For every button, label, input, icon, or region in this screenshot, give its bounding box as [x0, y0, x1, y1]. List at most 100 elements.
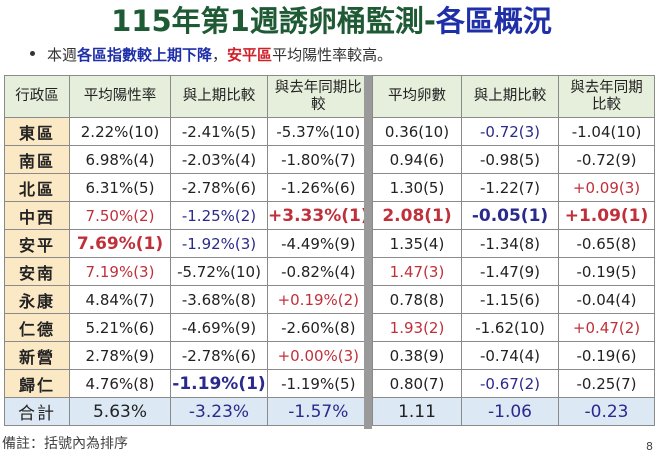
- footnote: 備註：括號內為排序: [2, 436, 128, 452]
- district-cell: 歸仁: [4, 369, 70, 398]
- bullet-highlight-blue: 各區指數較上期下降: [77, 46, 213, 64]
- district-cell: 新營: [4, 341, 70, 370]
- total-year: -1.57%: [267, 397, 370, 426]
- district-cell: 仁德: [4, 313, 70, 342]
- rate-cell: 6.31%(5): [69, 173, 171, 202]
- header-district: 行政區: [4, 75, 70, 118]
- eggs-cell: 0.36(10): [372, 117, 462, 146]
- prev-cell: -1.25%(2): [170, 201, 268, 230]
- district-cell: 中西: [4, 201, 70, 230]
- year-cell: -0.72(9): [558, 145, 655, 174]
- table-header-row: 行政區 平均陽性率 與上期比較 與去年同期比較: [4, 75, 370, 118]
- table-row: 東區 2.22%(10) -2.41%(5) -5.37%(10): [4, 117, 370, 146]
- year-cell: +0.09(3): [558, 173, 655, 202]
- year-cell: -4.49%(9): [267, 229, 370, 258]
- prev-cell: -1.15(6): [461, 285, 559, 314]
- rate-cell: 6.98%(4): [69, 145, 171, 174]
- table-row: 永康 4.84%(7) -3.68%(8) +0.19%(2): [4, 285, 370, 314]
- prev-cell: -0.74(4): [461, 341, 559, 370]
- year-cell: -1.80%(7): [267, 145, 370, 174]
- rate-cell: 7.69%(1): [69, 229, 171, 258]
- table-row: 中西 7.50%(2) -1.25%(2) +3.33%(1): [4, 201, 370, 230]
- year-cell: -0.19(5): [558, 257, 655, 286]
- prev-cell: -1.92%(3): [170, 229, 268, 258]
- total-row: 1.11 -1.06 -0.23: [372, 397, 655, 426]
- rate-cell: 2.78%(9): [69, 341, 171, 370]
- eggs-cell: 0.80(7): [372, 369, 462, 398]
- table-row: 仁德 5.21%(6) -4.69%(9) -2.60%(8): [4, 313, 370, 342]
- total-prev: -3.23%: [170, 397, 268, 426]
- prev-cell: -2.03%(4): [170, 145, 268, 174]
- title-main: 115年第1週誘卵桶監測-: [111, 4, 436, 38]
- prev-cell: -1.22(7): [461, 173, 559, 202]
- district-cell: 永康: [4, 285, 70, 314]
- eggs-cell: 0.38(9): [372, 341, 462, 370]
- total-row: 合計 5.63% -3.23% -1.57%: [4, 397, 370, 426]
- table-row: 歸仁 4.76%(8) -1.19%(1) -1.19%(5): [4, 369, 370, 398]
- year-cell: -0.04(4): [558, 285, 655, 314]
- prev-cell: -3.68%(8): [170, 285, 268, 314]
- rate-cell: 7.50%(2): [69, 201, 171, 230]
- header-avg-rate: 平均陽性率: [69, 75, 171, 118]
- summary-bullet: 本週各區指數較上期下降，安平區平均陽性率較高。: [30, 44, 392, 66]
- header-vs-last-year: 與去年同期比較: [558, 75, 655, 118]
- rate-cell: 4.84%(7): [69, 285, 171, 314]
- year-cell: -0.25(7): [558, 369, 655, 398]
- table-row: 1.93(2) -1.62(10) +0.47(2): [372, 313, 655, 342]
- eggs-cell: 1.30(5): [372, 173, 462, 202]
- table-row: 0.38(9) -0.74(4) -0.19(6): [372, 341, 655, 370]
- table-row: 新營 2.78%(9) -2.78%(6) +0.00%(3): [4, 341, 370, 370]
- eggs-cell: 0.94(6): [372, 145, 462, 174]
- prev-cell: -2.78%(6): [170, 173, 268, 202]
- table-row: 北區 6.31%(5) -2.78%(6) -1.26%(6): [4, 173, 370, 202]
- eggs-cell: 0.78(8): [372, 285, 462, 314]
- eggs-cell: 1.35(4): [372, 229, 462, 258]
- district-cell: 南區: [4, 145, 70, 174]
- page-number: 8: [646, 440, 653, 453]
- table-row: 1.30(5) -1.22(7) +0.09(3): [372, 173, 655, 202]
- district-cell: 東區: [4, 117, 70, 146]
- year-cell: +1.09(1): [558, 201, 655, 230]
- total-eggs: 1.11: [372, 397, 462, 426]
- header-avg-eggs: 平均卵數: [372, 75, 462, 118]
- table-row: 0.94(6) -0.98(5) -0.72(9): [372, 145, 655, 174]
- year-cell: -1.19%(5): [267, 369, 370, 398]
- total-year: -0.23: [558, 397, 655, 426]
- prev-cell: -1.47(9): [461, 257, 559, 286]
- table-row: 1.35(4) -1.34(8) -0.65(8): [372, 229, 655, 258]
- prev-cell: -0.72(3): [461, 117, 559, 146]
- table-row: 南區 6.98%(4) -2.03%(4) -1.80%(7): [4, 145, 370, 174]
- prev-cell: -2.78%(6): [170, 341, 268, 370]
- district-cell: 安南: [4, 257, 70, 286]
- bullet-icon: [30, 51, 35, 56]
- table-header-row: 平均卵數 與上期比較 與去年同期比較: [372, 75, 655, 118]
- year-cell: +0.00%(3): [267, 341, 370, 370]
- prev-cell: -1.34(8): [461, 229, 559, 258]
- table-row: 0.78(8) -1.15(6) -0.04(4): [372, 285, 655, 314]
- bullet-text-pre: 本週: [47, 46, 78, 64]
- eggs-cell: 2.08(1): [372, 201, 462, 230]
- year-cell: -0.65(8): [558, 229, 655, 258]
- page-title: 115年第1週誘卵桶監測-各區概況: [0, 2, 663, 40]
- year-cell: -5.37%(10): [267, 117, 370, 146]
- table-row: 0.36(10) -0.72(3) -1.04(10): [372, 117, 655, 146]
- bullet-text-post: 平均陽性率較高。: [272, 46, 393, 64]
- eggs-cell: 1.47(3): [372, 257, 462, 286]
- district-cell: 安平: [4, 229, 70, 258]
- positive-rate-table: 行政區 平均陽性率 與上期比較 與去年同期比較 東區 2.22%(10) -2.41…: [4, 75, 370, 426]
- prev-cell: -1.19%(1): [170, 369, 268, 398]
- title-highlight: 各區概況: [435, 4, 552, 38]
- prev-cell: -0.67(2): [461, 369, 559, 398]
- prev-cell: -4.69%(9): [170, 313, 268, 342]
- table-row: 安平 7.69%(1) -1.92%(3) -4.49%(9): [4, 229, 370, 258]
- total-label: 合計: [4, 397, 70, 426]
- rate-cell: 4.76%(8): [69, 369, 171, 398]
- prev-cell: -0.98(5): [461, 145, 559, 174]
- year-cell: -0.19(6): [558, 341, 655, 370]
- table-row: 0.80(7) -0.67(2) -0.25(7): [372, 369, 655, 398]
- year-cell: +0.19%(2): [267, 285, 370, 314]
- year-cell: +3.33%(1): [267, 201, 370, 230]
- year-cell: +0.47(2): [558, 313, 655, 342]
- table-row: 1.47(3) -1.47(9) -0.19(5): [372, 257, 655, 286]
- prev-cell: -0.05(1): [461, 201, 559, 230]
